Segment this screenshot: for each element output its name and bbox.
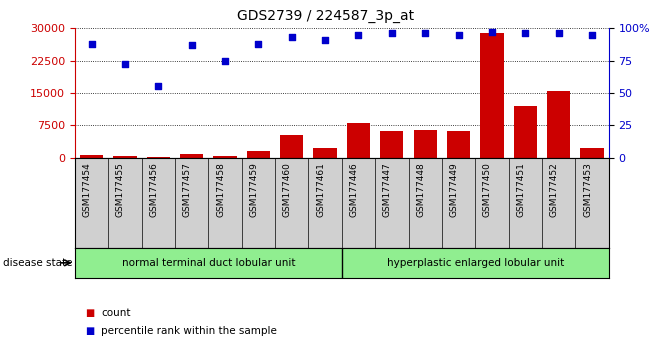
Bar: [180, 154, 203, 158]
Bar: [413, 130, 437, 158]
Point: [220, 58, 230, 63]
Point: [186, 42, 197, 48]
Text: GSM177460: GSM177460: [283, 162, 292, 217]
Bar: [342, 249, 609, 277]
Text: GSM177458: GSM177458: [216, 162, 225, 217]
Point: [153, 84, 163, 89]
Point: [453, 32, 464, 38]
Text: normal terminal duct lobular unit: normal terminal duct lobular unit: [122, 258, 295, 268]
Bar: [313, 148, 337, 158]
Bar: [280, 135, 303, 158]
Point: [587, 32, 597, 38]
Bar: [247, 151, 270, 158]
Text: GSM177461: GSM177461: [316, 162, 325, 217]
Text: GSM177454: GSM177454: [83, 162, 92, 217]
Point: [487, 29, 497, 35]
Bar: [380, 131, 404, 158]
Text: GSM177452: GSM177452: [549, 162, 559, 217]
Point: [353, 32, 364, 38]
Text: GSM177449: GSM177449: [450, 162, 458, 217]
Text: GSM177457: GSM177457: [183, 162, 191, 217]
Point: [387, 31, 397, 36]
Bar: [146, 157, 170, 158]
Text: GDS2739 / 224587_3p_at: GDS2739 / 224587_3p_at: [237, 9, 414, 23]
Text: GSM177453: GSM177453: [583, 162, 592, 217]
Text: GSM177455: GSM177455: [116, 162, 125, 217]
Text: GSM177450: GSM177450: [483, 162, 492, 217]
Bar: [547, 91, 570, 158]
Bar: [580, 148, 603, 158]
Point: [87, 41, 97, 47]
Text: GSM177447: GSM177447: [383, 162, 392, 217]
Text: count: count: [101, 308, 130, 318]
Bar: [514, 106, 537, 158]
Bar: [214, 156, 237, 158]
Bar: [75, 249, 342, 277]
Point: [553, 31, 564, 36]
Point: [520, 31, 531, 36]
Text: ■: ■: [85, 308, 94, 318]
Text: ■: ■: [85, 326, 94, 336]
Bar: [480, 33, 504, 158]
Text: GSM177459: GSM177459: [249, 162, 258, 217]
Point: [420, 31, 430, 36]
Text: percentile rank within the sample: percentile rank within the sample: [101, 326, 277, 336]
Bar: [80, 154, 104, 158]
Point: [253, 41, 264, 47]
Text: GSM177446: GSM177446: [350, 162, 359, 217]
Bar: [447, 131, 470, 158]
Text: disease state: disease state: [3, 258, 73, 268]
Bar: [347, 123, 370, 158]
Point: [120, 62, 130, 67]
Point: [320, 37, 330, 43]
Point: [286, 35, 297, 40]
Bar: [113, 156, 137, 158]
Text: GSM177451: GSM177451: [516, 162, 525, 217]
Text: GSM177456: GSM177456: [149, 162, 158, 217]
Text: GSM177448: GSM177448: [416, 162, 425, 217]
Text: hyperplastic enlarged lobular unit: hyperplastic enlarged lobular unit: [387, 258, 564, 268]
